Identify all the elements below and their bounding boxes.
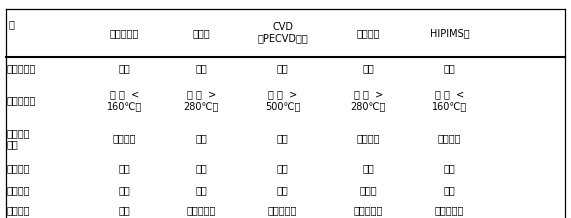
Text: 良、: 良、: [277, 63, 288, 73]
Text: 易、: 易、: [195, 185, 207, 195]
Text: 优、: 优、: [195, 63, 207, 73]
Text: 低、: 低、: [363, 63, 374, 73]
Text: 差、: 差、: [118, 206, 130, 215]
Text: 磁过滤、: 磁过滤、: [356, 28, 380, 38]
Text: 优、: 优、: [363, 163, 374, 173]
Text: 良、: 良、: [277, 163, 288, 173]
Text: 优、: 优、: [444, 163, 456, 173]
Text: 易、: 易、: [444, 185, 456, 195]
Text: 表面光洁
度、: 表面光洁 度、: [7, 128, 30, 149]
Text: 良、: 良、: [118, 63, 130, 73]
Text: 低 温  <
160℃、: 低 温 < 160℃、: [107, 90, 142, 111]
Text: 、: 、: [9, 20, 14, 30]
Text: 磁控溅射、: 磁控溅射、: [110, 28, 139, 38]
Text: 工业化、: 工业化、: [7, 185, 30, 195]
Text: 任意角度、: 任意角度、: [353, 206, 383, 215]
Text: 沉积温度、: 沉积温度、: [7, 95, 36, 105]
Text: 原子级、: 原子级、: [112, 134, 136, 143]
Text: 沉积速率、: 沉积速率、: [7, 63, 36, 73]
Text: 低 温  <
160℃、: 低 温 < 160℃、: [432, 90, 467, 111]
Text: 优、: 优、: [444, 63, 456, 73]
Text: 良、: 良、: [277, 134, 288, 143]
Text: 中等、: 中等、: [360, 185, 377, 195]
Text: 结合力、: 结合力、: [7, 163, 30, 173]
Text: 易、: 易、: [118, 185, 130, 195]
Text: 原子级、: 原子级、: [356, 134, 380, 143]
Text: 任意角度、: 任意角度、: [187, 206, 216, 215]
Text: 电弧、: 电弧、: [192, 28, 210, 38]
Text: 易、: 易、: [277, 185, 288, 195]
Text: 高 温  >
500℃、: 高 温 > 500℃、: [265, 90, 300, 111]
Text: 任意角度、: 任意角度、: [268, 206, 297, 215]
Text: 优、: 优、: [195, 163, 207, 173]
Text: 中 温  >
280℃、: 中 温 > 280℃、: [351, 90, 386, 111]
Text: CVD
（PECVD）、: CVD （PECVD）、: [258, 22, 308, 44]
Text: 原子级、: 原子级、: [438, 134, 461, 143]
Text: 差、: 差、: [195, 134, 207, 143]
Text: 绕镀性、: 绕镀性、: [7, 206, 30, 215]
Text: 中 温  >
280℃、: 中 温 > 280℃、: [184, 90, 219, 111]
Text: 良、: 良、: [118, 163, 130, 173]
Text: 任意角度、: 任意角度、: [435, 206, 464, 215]
Text: HIPIMS、: HIPIMS、: [430, 28, 469, 38]
